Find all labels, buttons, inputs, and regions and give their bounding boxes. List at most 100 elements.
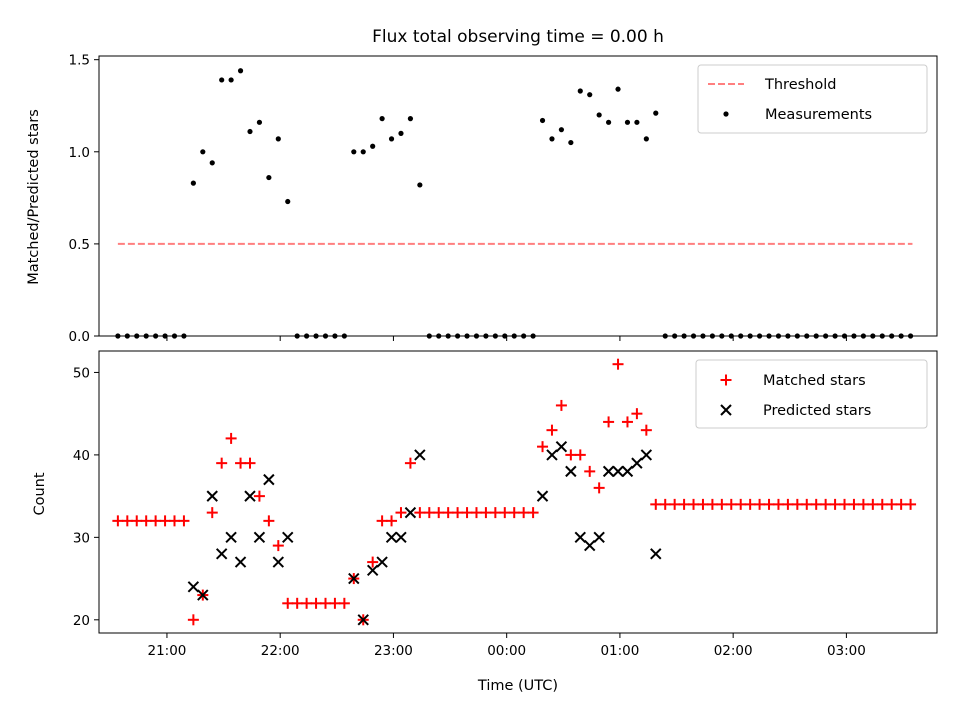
matched-stars-point <box>282 597 294 609</box>
bottom-x-tick-label: 21:00 <box>147 643 186 659</box>
matched-stars-point <box>593 482 605 494</box>
matched-stars-point <box>857 498 869 510</box>
measurement-point <box>539 117 546 124</box>
predicted-stars-point <box>612 465 624 478</box>
measurement-point <box>549 136 555 142</box>
matched-stars-point <box>867 498 879 510</box>
measurement-point <box>558 127 565 133</box>
measurement-point <box>624 119 631 125</box>
bottom-x-tick-label: 02:00 <box>714 643 753 659</box>
top-axes-frame <box>98 55 938 337</box>
bottom-y-tick-label: 20 <box>73 613 90 629</box>
measurement-point <box>738 333 744 339</box>
measurement-point <box>379 116 385 122</box>
legend-threshold-label: Threshold <box>764 77 836 93</box>
measurement-point <box>672 333 678 339</box>
matched-stars-point <box>754 498 766 510</box>
measurement-point <box>407 116 414 122</box>
predicted-stars-point <box>640 449 653 461</box>
matched-stars-point <box>442 507 454 519</box>
predicted-stars-point <box>621 465 634 478</box>
legend-predicted-swatch <box>720 404 732 416</box>
measurement-point <box>445 333 451 339</box>
matched-stars-point <box>470 507 482 519</box>
matched-stars-point <box>140 515 152 527</box>
bottom-y-tick-label: 40 <box>73 448 90 464</box>
matched-stars-point <box>697 498 709 510</box>
bottom-y-tick-label: 50 <box>73 365 90 381</box>
predicted-stars-point <box>404 506 417 519</box>
measurement-point <box>785 333 791 339</box>
measurement-point <box>256 119 263 125</box>
measurement-point <box>417 182 423 188</box>
measurement-point <box>275 136 281 142</box>
legend-measurements-swatch <box>723 111 729 117</box>
predicted-stars-point <box>414 449 426 461</box>
measurement-point <box>719 333 725 339</box>
bottom-x-tick-label: 23:00 <box>374 643 413 659</box>
bottom-axes-frame <box>98 350 938 634</box>
top-plot-area: 0.0 0.5 1.0 1.5 <box>69 53 938 345</box>
measurement-point <box>313 333 319 339</box>
measurement-point <box>898 333 904 339</box>
matched-stars-point <box>395 507 407 519</box>
matched-stars-point <box>423 507 435 519</box>
measurement-point <box>483 333 489 339</box>
measurement-point <box>322 333 329 339</box>
bottom-x-tick-label: 01:00 <box>600 643 639 659</box>
predicted-stars-point <box>206 490 218 502</box>
measurement-point <box>370 143 376 149</box>
matched-stars-point <box>546 424 558 436</box>
matched-stars-point <box>386 515 398 527</box>
predicted-stars-point <box>584 539 596 552</box>
matched-stars-point <box>319 597 331 609</box>
legend-predicted-marker <box>720 404 732 416</box>
matched-stars-point <box>168 515 180 527</box>
matched-stars-point <box>338 597 350 609</box>
legend-matched-swatch <box>720 374 732 386</box>
matched-stars-point <box>527 507 539 519</box>
matched-stars-point <box>272 540 284 552</box>
matched-stars-point <box>131 515 143 527</box>
matched-stars-point <box>216 457 228 469</box>
bottom-plot-area: 20 30 40 50 21:00 22:00 23:00 00:00 01:00 02:00 03… <box>73 350 938 659</box>
matched-stars-point <box>725 498 737 510</box>
predicted-stars-point <box>234 556 247 568</box>
measurement-point <box>228 77 234 83</box>
matched-stars-point <box>555 399 567 411</box>
predicted-stars-point <box>631 457 643 469</box>
measurement-point <box>398 130 404 136</box>
matched-stars-point <box>810 498 822 510</box>
measurement-point <box>294 333 300 339</box>
matched-stars-point <box>574 449 586 461</box>
matched-stars-point <box>112 515 124 527</box>
matched-stars-point <box>659 498 671 510</box>
predicted-stars-point <box>546 449 558 461</box>
matched-stars-point <box>669 498 681 510</box>
measurement-point <box>568 139 574 146</box>
measurement-point <box>237 68 244 74</box>
top-y-tick-label: 0.0 <box>69 329 90 345</box>
measurement-point <box>870 333 876 339</box>
measurement-point <box>492 333 498 339</box>
predicted-stars-point <box>555 440 568 453</box>
matched-stars-point <box>763 498 775 510</box>
bottom-y-axis-label: Count <box>32 472 48 515</box>
matched-stars-point <box>253 490 265 502</box>
top-y-tick-label: 0.5 <box>69 237 90 253</box>
top-y-tick-label: 1.0 <box>69 145 90 161</box>
measurement-point <box>860 333 866 339</box>
measurement-point <box>115 333 121 339</box>
matched-stars-point <box>537 441 549 453</box>
predicted-stars-point <box>593 531 605 544</box>
measurement-point <box>285 198 291 205</box>
measurement-point <box>181 333 187 339</box>
predicted-stars-point <box>244 490 256 502</box>
predicted-stars-point <box>376 556 388 568</box>
matched-stars-point <box>178 515 190 527</box>
measurement-point <box>907 333 914 339</box>
measurement-point <box>756 333 763 339</box>
measurement-point <box>643 136 649 142</box>
matched-stars-point <box>244 457 256 469</box>
measurement-point <box>841 333 848 339</box>
